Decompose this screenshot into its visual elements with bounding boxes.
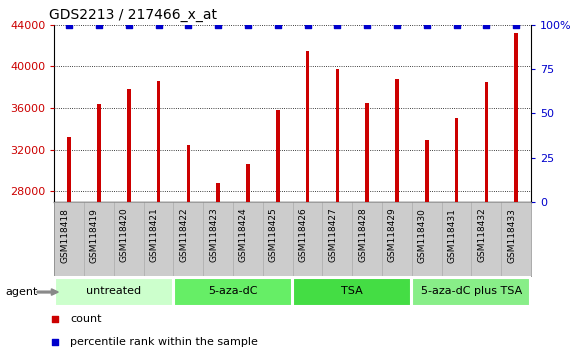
Bar (67, 137, 71, 202)
Text: GSM118427: GSM118427 (328, 208, 337, 262)
Point (65, 22, 74, 28)
Text: 5-aza-dC plus TSA: 5-aza-dC plus TSA (421, 286, 522, 296)
Text: GSM118422: GSM118422 (179, 208, 188, 262)
Bar (157, 81, 160, 202)
Bar (395, 79, 399, 202)
Text: GSM118433: GSM118433 (507, 208, 516, 263)
Bar (97, 104, 100, 202)
Text: GSM118425: GSM118425 (269, 208, 278, 262)
Text: percentile rank within the sample: percentile rank within the sample (70, 337, 258, 347)
Bar (305, 51, 309, 202)
Point (124, 22, 133, 28)
Point (51, 316, 60, 321)
Text: GSM118421: GSM118421 (150, 208, 159, 262)
Bar (246, 164, 250, 202)
Text: GSM118424: GSM118424 (239, 208, 248, 262)
Bar (293, 278, 411, 306)
Point (94, 22, 103, 28)
Point (333, 22, 342, 28)
Bar (174, 278, 292, 306)
Text: GSM118432: GSM118432 (477, 208, 486, 262)
Point (363, 22, 372, 28)
Text: GDS2213 / 217466_x_at: GDS2213 / 217466_x_at (50, 8, 218, 22)
Bar (485, 82, 488, 202)
Bar (276, 110, 280, 202)
Point (51, 339, 60, 345)
Text: TSA: TSA (341, 286, 363, 296)
Point (422, 22, 431, 28)
Bar (127, 89, 131, 202)
Text: GSM118430: GSM118430 (418, 208, 427, 263)
Point (452, 22, 461, 28)
Text: GSM118426: GSM118426 (299, 208, 308, 262)
Text: GSM118423: GSM118423 (209, 208, 218, 262)
Point (512, 22, 521, 28)
Text: agent: agent (6, 287, 38, 297)
Text: untreated: untreated (86, 286, 142, 296)
Point (214, 22, 223, 28)
Text: GSM118420: GSM118420 (120, 208, 128, 262)
Point (154, 22, 163, 28)
Point (392, 22, 401, 28)
Bar (425, 140, 428, 202)
Bar (216, 183, 220, 202)
Text: GSM118431: GSM118431 (448, 208, 457, 263)
Point (184, 22, 193, 28)
Text: GSM118428: GSM118428 (358, 208, 367, 262)
Text: GSM118429: GSM118429 (388, 208, 397, 262)
Point (482, 22, 491, 28)
Bar (514, 33, 518, 202)
Bar (55, 278, 173, 306)
Bar (336, 69, 339, 202)
Bar (365, 103, 369, 202)
Bar (455, 119, 459, 202)
Bar (187, 144, 190, 202)
Point (243, 22, 252, 28)
Text: count: count (70, 314, 102, 324)
Point (273, 22, 282, 28)
Text: GSM118418: GSM118418 (60, 208, 69, 263)
Text: 5-aza-dC: 5-aza-dC (208, 286, 258, 296)
Bar (412, 278, 530, 306)
Text: GSM118419: GSM118419 (90, 208, 99, 263)
Point (303, 22, 312, 28)
